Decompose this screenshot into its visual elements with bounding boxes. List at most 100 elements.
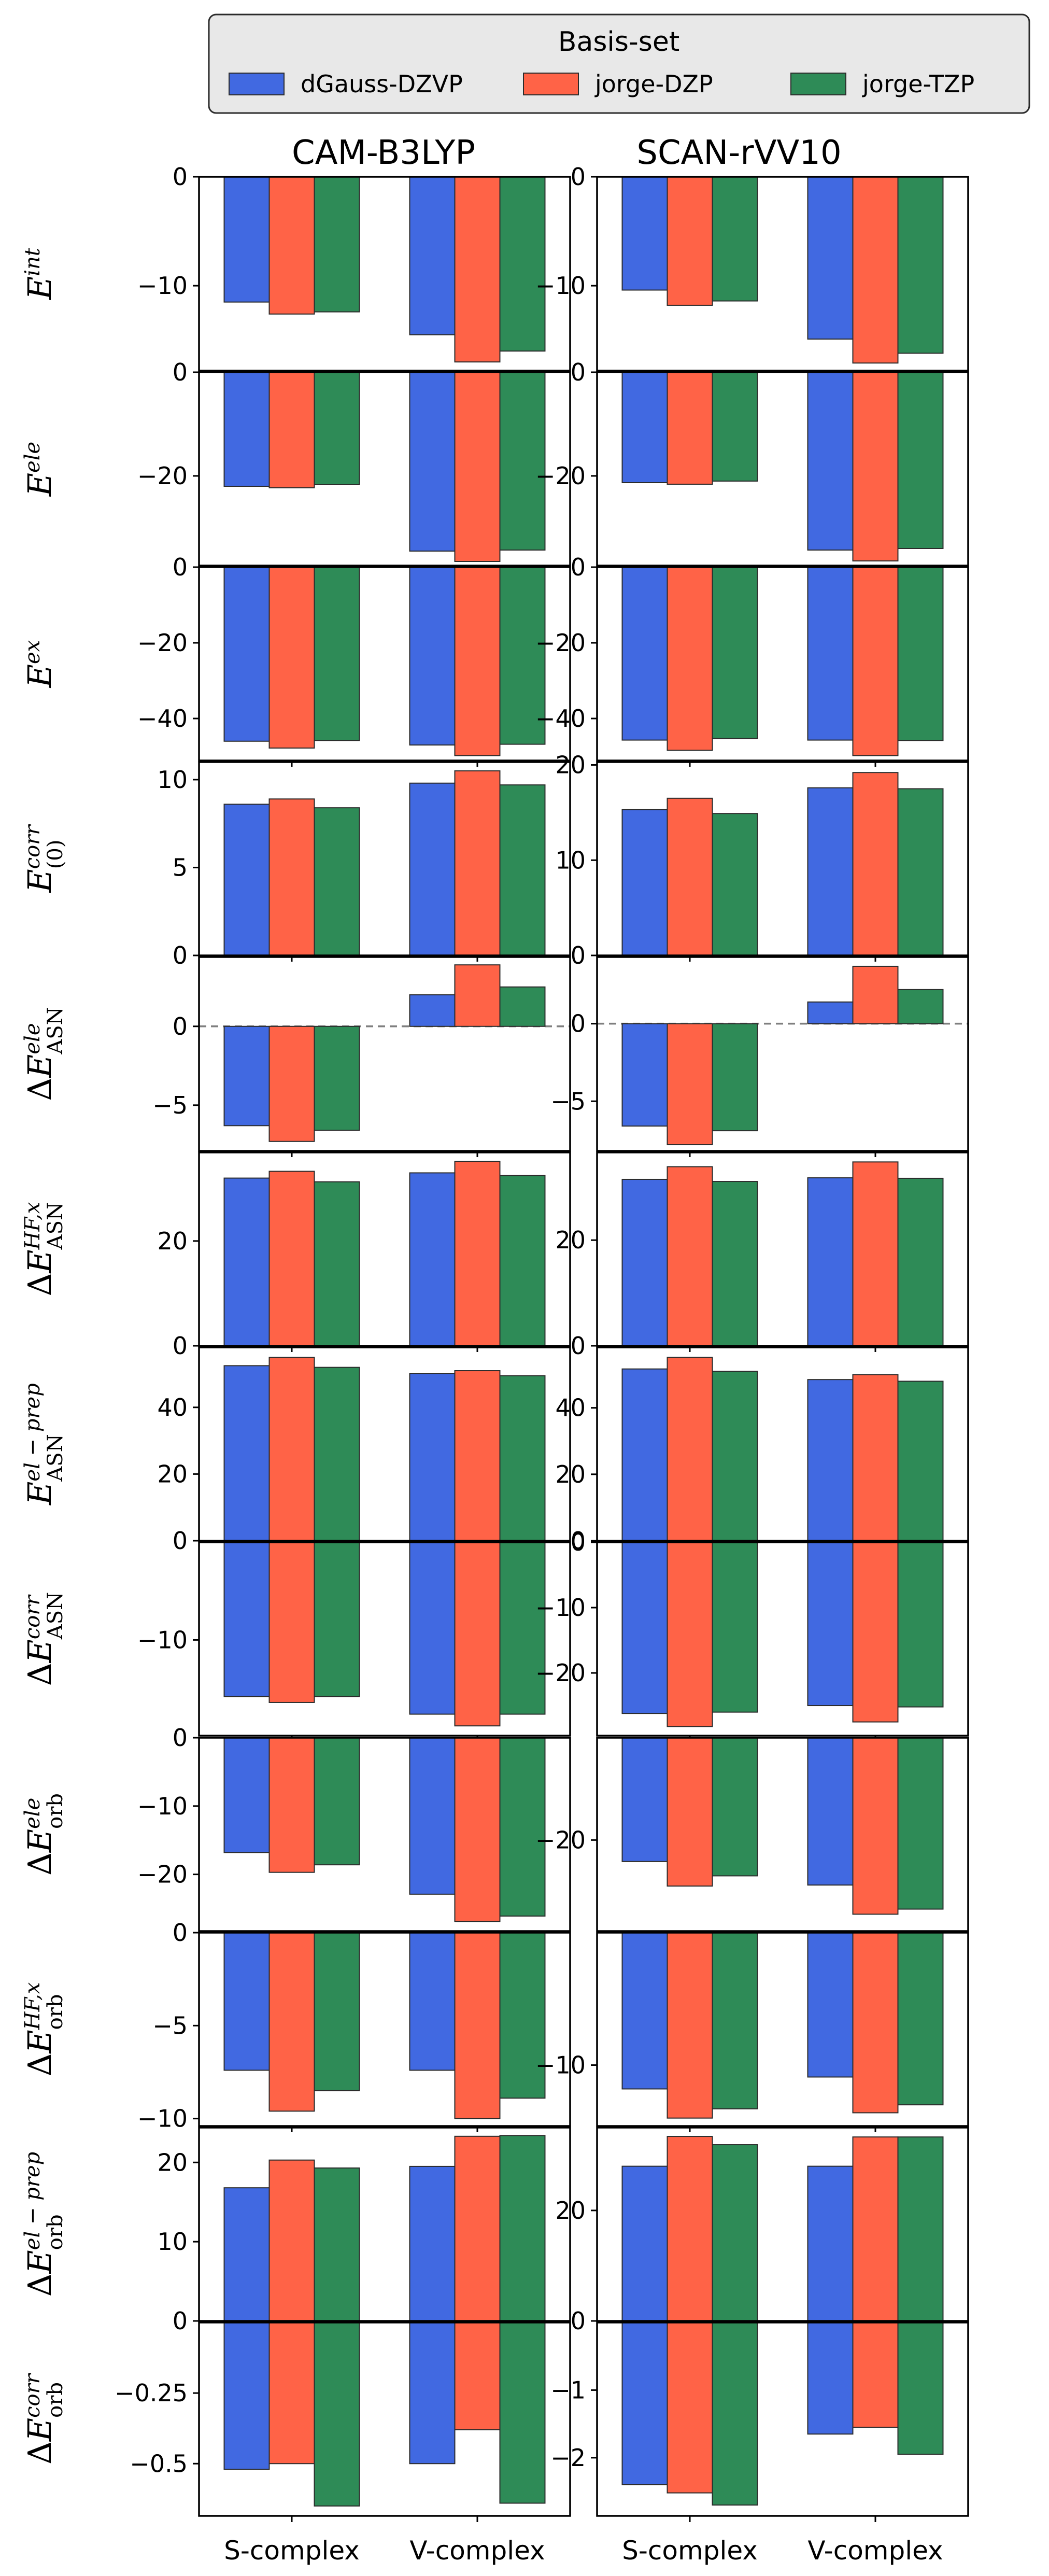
bar-jorge-tzp-s-complex — [712, 1542, 758, 1713]
subplot-row-10: ΔEHF,xorb 0 −5 −10 −10 — [21, 1919, 969, 2133]
bar-dgauss-dzvp-v-complex — [807, 787, 854, 956]
bar-jorge-tzp-s-complex — [314, 372, 360, 485]
bar-dgauss-dzvp-v-complex — [807, 1542, 854, 1707]
bar-jorge-dzp-v-complex — [454, 176, 501, 363]
subplot-e-int-cam-b3lyp: 0 −10 — [137, 163, 571, 377]
y-label-sub: ASN — [44, 1434, 67, 1482]
bar-dgauss-dzvp-v-complex — [409, 994, 456, 1027]
y-axis-label: Eex — [21, 640, 59, 688]
bar-jorge-dzp-v-complex — [852, 1374, 899, 1541]
bar-jorge-tzp-v-complex — [897, 176, 944, 354]
subplot-e-hf-x-asn-scan-rvv10: 0 20 — [555, 1151, 969, 1360]
y-tick-label: 10 — [555, 846, 586, 874]
bar-jorge-dzp-s-complex — [268, 1357, 315, 1542]
y-label-sup: corr — [21, 2372, 45, 2418]
y-axis-label: ΔEcorrASN — [21, 1592, 67, 1686]
y-axis-label: ΔEcorrorb — [21, 2372, 67, 2465]
subplot-e-ex-cam-b3lyp: 0 −20 −40 — [137, 553, 571, 767]
bar-jorge-dzp-s-complex — [268, 1171, 315, 1346]
legend-label-jorge-dzp: jorge-DZP — [594, 70, 713, 98]
bar-jorge-dzp-v-complex — [454, 770, 501, 956]
bar-jorge-tzp-v-complex — [499, 567, 546, 745]
y-tick-label: 20 — [555, 2197, 586, 2225]
y-tick-label: −20 — [137, 462, 188, 490]
bar-jorge-dzp-v-complex — [852, 1737, 899, 1915]
bar-jorge-dzp-s-complex — [268, 1737, 315, 1873]
bar-jorge-tzp-s-complex — [314, 176, 360, 313]
bar-dgauss-dzvp-s-complex — [621, 1542, 668, 1714]
bar-jorge-dzp-v-complex — [852, 1932, 899, 2114]
bar-dgauss-dzvp-s-complex — [223, 2187, 270, 2321]
bar-jorge-tzp-s-complex — [712, 2144, 758, 2321]
bar-dgauss-dzvp-v-complex — [409, 1373, 456, 1542]
y-tick-label: −20 — [535, 1659, 586, 1687]
y-tick-label: 0 — [571, 358, 586, 386]
bar-jorge-tzp-v-complex — [897, 1177, 944, 1347]
bar-jorge-dzp-s-complex — [667, 1542, 713, 1727]
axes-frame — [596, 566, 969, 762]
bar-jorge-tzp-v-complex — [499, 1932, 546, 2099]
bar-jorge-dzp-s-complex — [667, 1932, 713, 2119]
y-tick-label: 0 — [571, 553, 586, 581]
y-label-delta: Δ — [21, 1852, 59, 1876]
axes-frame — [596, 1346, 969, 1542]
bar-jorge-tzp-v-complex — [897, 2136, 944, 2322]
axes-frame — [596, 2321, 969, 2517]
y-tick-label: 0 — [173, 1332, 188, 1360]
bar-jorge-dzp-v-complex — [454, 1932, 501, 2119]
y-tick-label: −10 — [535, 1594, 586, 1622]
y-tick-label: 0 — [571, 1527, 586, 1555]
y-label-base: E — [21, 2418, 59, 2442]
y-tick-label: −10 — [137, 272, 188, 300]
axes-frame — [198, 1151, 571, 1347]
bar-dgauss-dzvp-v-complex — [807, 2322, 854, 2435]
bar-dgauss-dzvp-s-complex — [621, 2165, 668, 2322]
bar-dgauss-dzvp-s-complex — [621, 1932, 668, 2090]
bar-jorge-dzp-v-complex — [852, 2136, 899, 2322]
bar-jorge-dzp-s-complex — [268, 798, 315, 956]
y-label-sub: orb — [44, 2214, 67, 2250]
bar-dgauss-dzvp-v-complex — [409, 176, 456, 335]
bar-jorge-dzp-v-complex — [454, 567, 501, 756]
y-tick-label: 40 — [555, 1394, 586, 1422]
y-tick-label: 0 — [173, 163, 188, 191]
axes-frame — [198, 2321, 571, 2517]
bar-jorge-tzp-s-complex — [712, 567, 758, 739]
y-tick-label: 10 — [157, 2228, 188, 2256]
subplot-row-7: Eel − prepASN 0 20 40 0 20 40 — [21, 1346, 969, 1555]
bar-dgauss-dzvp-v-complex — [409, 1542, 456, 1715]
axes-frame — [198, 2127, 571, 2322]
y-tick-label: 0 — [571, 1010, 586, 1038]
y-label-sup: HF,x — [21, 1202, 45, 1250]
y-tick-label: −10 — [535, 272, 586, 300]
bar-dgauss-dzvp-s-complex — [621, 1023, 668, 1127]
y-tick-label: −10 — [137, 1792, 188, 1820]
bar-jorge-tzp-s-complex — [712, 1737, 758, 1877]
bar-jorge-dzp-v-complex — [852, 176, 899, 364]
subplot-e-corr-0-scan-rvv10: 0 10 20 — [555, 751, 969, 969]
axes-frame — [198, 761, 571, 956]
subplot-e-corr-asn-scan-rvv10: 0 −10 −20 — [535, 1528, 969, 1742]
bar-dgauss-dzvp-v-complex — [409, 1932, 456, 2071]
bar-dgauss-dzvp-v-complex — [807, 176, 854, 340]
y-label-sup: ex — [21, 640, 45, 664]
y-tick-label: −0.25 — [115, 2379, 188, 2407]
y-label-base: E — [21, 276, 59, 300]
bar-dgauss-dzvp-v-complex — [807, 2165, 854, 2322]
bar-jorge-tzp-s-complex — [712, 1181, 758, 1347]
bar-dgauss-dzvp-s-complex — [621, 567, 668, 741]
y-tick-label: 10 — [157, 766, 188, 794]
bar-jorge-dzp-s-complex — [667, 2136, 713, 2321]
bar-jorge-tzp-s-complex — [712, 2322, 758, 2506]
legend-title: Basis-set — [558, 26, 679, 58]
bar-jorge-tzp-s-complex — [314, 807, 360, 956]
bar-jorge-tzp-v-complex — [897, 989, 944, 1024]
bar-dgauss-dzvp-v-complex — [807, 1379, 854, 1542]
bar-jorge-tzp-v-complex — [499, 2135, 546, 2322]
y-tick-label: −10 — [535, 2051, 586, 2079]
bar-dgauss-dzvp-s-complex — [223, 1737, 270, 1853]
y-tick-label: 0 — [173, 1724, 188, 1752]
legend-label-dgauss-dzvp: dGauss-DZVP — [301, 70, 463, 98]
y-axis-label: ΔEHF,xASN — [21, 1202, 67, 1297]
y-tick-label: −2 — [550, 2444, 586, 2472]
